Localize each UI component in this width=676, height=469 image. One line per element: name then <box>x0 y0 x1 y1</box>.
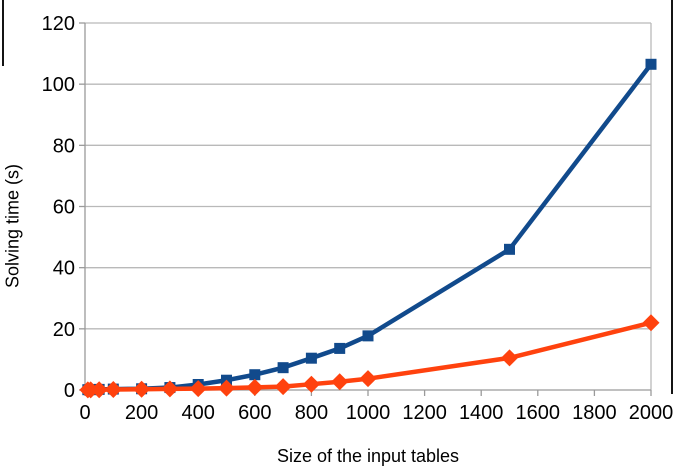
blue-squares-series-point-1000 <box>362 330 374 342</box>
x-tick-label-1200: 1200 <box>402 402 447 424</box>
blue-squares-series-point-1500 <box>504 243 515 255</box>
orange-diamonds-series-point-200 <box>133 380 151 398</box>
y-tick-label-0: 0 <box>64 380 75 402</box>
orange-diamonds-series-point-500 <box>218 379 235 397</box>
y-tick-label-40: 40 <box>53 258 75 280</box>
x-tick-label-800: 800 <box>295 402 328 424</box>
x-tick-label-1400: 1400 <box>459 402 504 424</box>
y-tick-label-120: 120 <box>42 13 75 35</box>
y-tick-label-20: 20 <box>53 319 75 341</box>
y-tick-label-80: 80 <box>53 135 75 157</box>
x-tick-label-2000: 2000 <box>629 402 674 424</box>
orange-diamonds-series-point-700 <box>274 378 292 396</box>
blue-squares-series-point-2000 <box>645 58 657 70</box>
orange-diamonds-series-point-2000 <box>642 314 660 332</box>
y-axis-title: Solving time (s) <box>2 163 23 289</box>
orange-diamonds-series-point-100 <box>104 381 122 399</box>
orange-diamonds-series-point-1000 <box>359 370 377 388</box>
x-tick-label-1000: 1000 <box>346 402 391 424</box>
orange-diamonds-series-point-800 <box>302 375 320 393</box>
frame-border-left <box>2 0 4 66</box>
x-tick-label-200: 200 <box>125 402 158 424</box>
blue-squares-series-point-800 <box>305 352 317 364</box>
x-tick-label-0: 0 <box>79 402 90 424</box>
x-tick-label-1600: 1600 <box>516 402 561 424</box>
blue-squares-series-point-700 <box>277 362 289 374</box>
x-axis-title: Size of the input tables <box>276 446 460 466</box>
orange-diamonds-series-point-50 <box>90 381 108 399</box>
orange-diamonds-series-point-600 <box>246 378 264 396</box>
blue-squares-series-point-600 <box>249 369 261 381</box>
y-tick-label-100: 100 <box>42 74 75 96</box>
blue-squares-series-point-900 <box>334 342 346 354</box>
orange-diamonds-series-point-1500 <box>501 349 518 367</box>
orange-diamonds-series-point-300 <box>161 380 179 398</box>
x-tick-label-1800: 1800 <box>572 402 617 424</box>
frame-border-right <box>671 0 673 394</box>
x-tick-label-600: 600 <box>238 402 271 424</box>
orange-diamonds-series-point-900 <box>331 373 349 391</box>
y-tick-label-60: 60 <box>53 197 75 219</box>
x-tick-label-400: 400 <box>182 402 215 424</box>
orange-diamonds-series-point-400 <box>189 380 207 398</box>
